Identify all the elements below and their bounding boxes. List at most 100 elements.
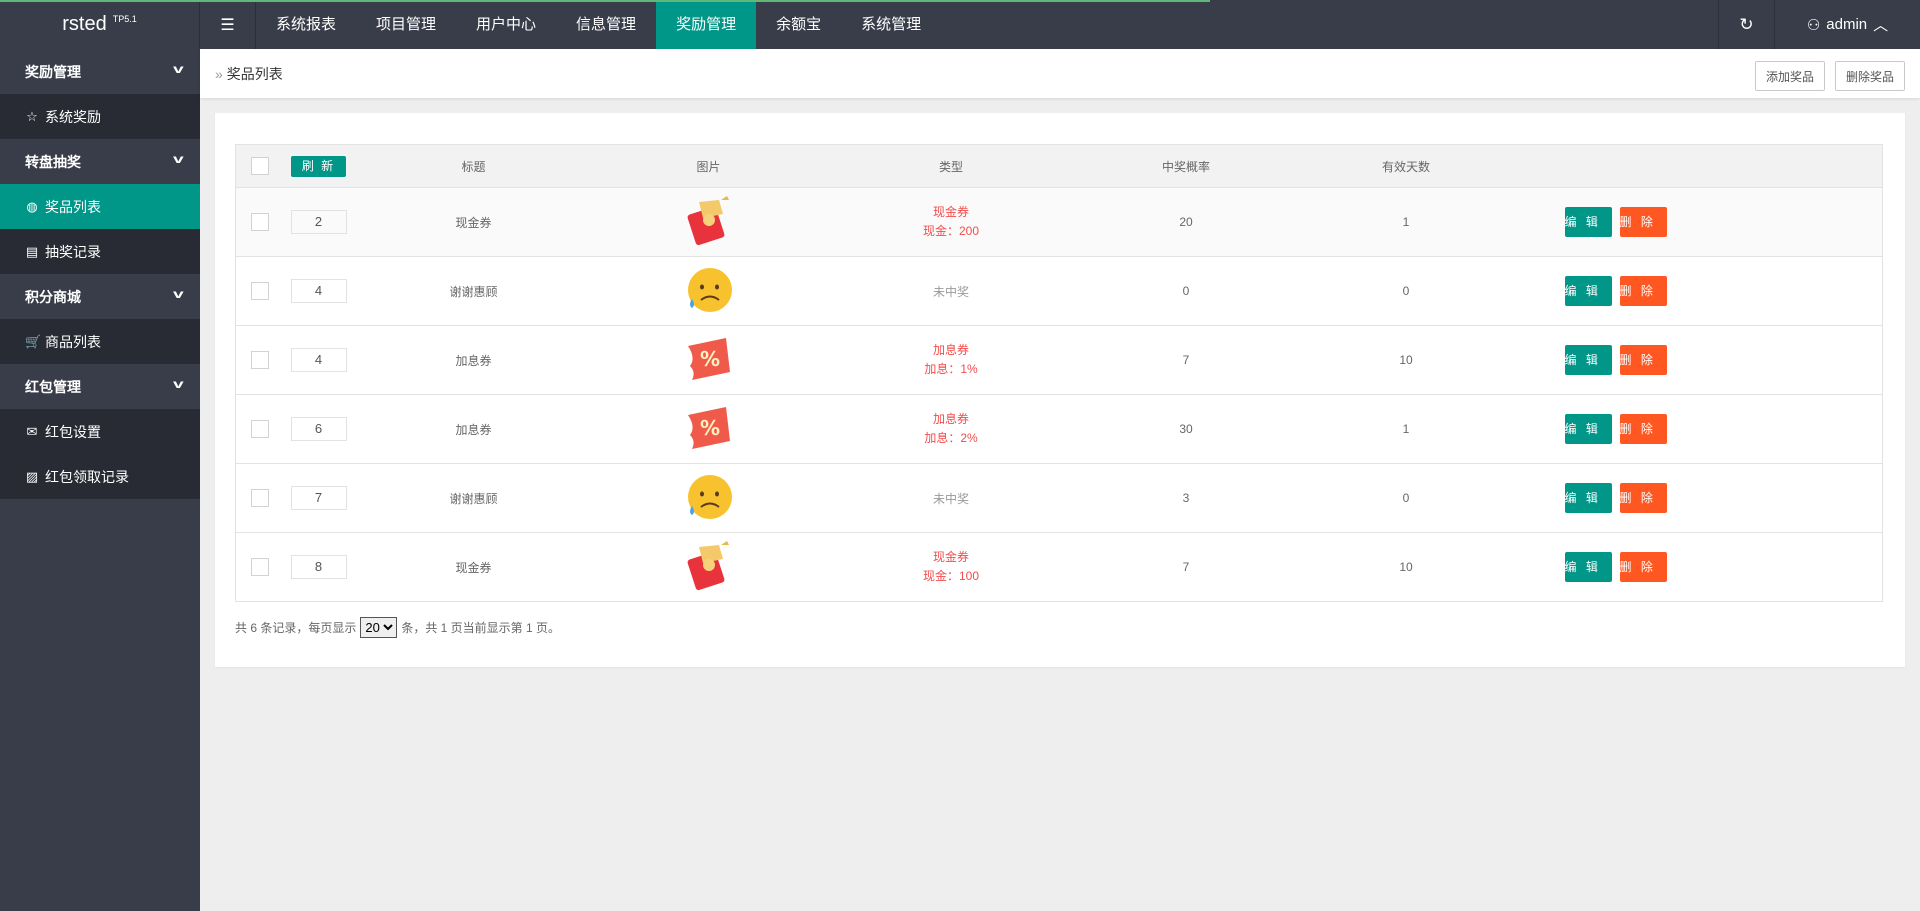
- prize-title: 加息券: [353, 394, 594, 464]
- type-detail: 加息：2%: [924, 431, 978, 445]
- nav-item[interactable]: 信息管理: [576, 16, 637, 33]
- red-envelope-icon: [685, 540, 733, 594]
- sidebar-item[interactable]: ☆ 系统奖励: [0, 94, 200, 139]
- row-checkbox[interactable]: [250, 558, 269, 576]
- delete-button[interactable]: 删 除: [1619, 414, 1667, 444]
- delete-button[interactable]: 删 除: [1619, 276, 1667, 306]
- valid-days: 10: [1293, 532, 1519, 602]
- sidebar-item-label: 奖品列表: [45, 198, 101, 215]
- sidebar-icon: ▨: [25, 468, 39, 484]
- chevron-down-icon: v: [173, 377, 185, 391]
- nav-item[interactable]: 用户中心: [476, 16, 537, 33]
- table-row: 4 谢谢惠顾 未中奖 0 0 编 辑删 除: [235, 256, 1883, 326]
- header-type: 类型: [823, 144, 1079, 188]
- user-menu[interactable]: ⚇ admin ︿: [1774, 0, 1920, 49]
- row-checkbox[interactable]: [250, 420, 269, 438]
- sad-face-icon: [684, 267, 734, 318]
- sidebar-item-label: 转盘抽奖: [25, 153, 81, 170]
- sidebar-item-label: 红包设置: [45, 423, 101, 440]
- prize-title: 谢谢惠顾: [353, 256, 594, 326]
- refresh-icon[interactable]: ↻: [1718, 0, 1774, 49]
- nav-item[interactable]: 系统报表: [276, 16, 337, 33]
- edit-button[interactable]: 编 辑: [1564, 207, 1612, 237]
- delete-prize-button[interactable]: 删除奖品: [1834, 61, 1905, 91]
- select-all-checkbox[interactable]: [250, 157, 269, 175]
- type-cell: 加息券 加息：1%: [823, 325, 1079, 395]
- sidebar-item[interactable]: ◍ 奖品列表: [0, 184, 200, 229]
- red-envelope-icon: [685, 195, 733, 249]
- delete-button[interactable]: 删 除: [1619, 483, 1667, 513]
- sidebar-item[interactable]: ✉ 红包设置: [0, 409, 200, 454]
- sidebar-toggle-icon[interactable]: ☰: [200, 0, 256, 49]
- edit-button[interactable]: 编 辑: [1564, 345, 1612, 375]
- win-rate: 30: [1078, 394, 1294, 464]
- chevron-up-icon: ︿: [1873, 17, 1889, 34]
- type-cell: 未中奖: [823, 256, 1079, 326]
- sidebar-item[interactable]: 奖励管理 v: [0, 49, 200, 94]
- type-detail: 加息：1%: [924, 362, 978, 376]
- win-rate: 20: [1078, 187, 1294, 257]
- percent-ticket-icon: %: [684, 337, 734, 387]
- sidebar: 奖励管理 v ☆ 系统奖励转盘抽奖 v ◍ 奖品列表 ▤ 抽奖记录 积分商城 v 🛒 商品列表红包管理 v…: [0, 49, 200, 911]
- logo: rsted TP5.1: [0, 0, 200, 49]
- type-label: 现金券: [932, 550, 969, 564]
- valid-days: 1: [1293, 394, 1519, 464]
- breadcrumb-arrow-icon: »: [215, 65, 223, 82]
- chevron-down-icon: v: [173, 62, 185, 76]
- row-checkbox[interactable]: [250, 282, 269, 300]
- sidebar-icon: ☆: [26, 108, 38, 124]
- svg-text:%: %: [699, 416, 719, 440]
- type-cell: 现金券 现金：200: [823, 187, 1079, 257]
- valid-days: 10: [1293, 325, 1519, 395]
- sort-input[interactable]: 7: [290, 486, 347, 510]
- edit-button[interactable]: 编 辑: [1564, 276, 1612, 306]
- edit-button[interactable]: 编 辑: [1564, 483, 1612, 513]
- pager-text-post: 条，共 1 页当前显示第 1 页。: [401, 621, 561, 635]
- row-checkbox[interactable]: [250, 213, 269, 231]
- win-rate: 7: [1078, 532, 1294, 602]
- table-row: 2 现金券 现金券 现金：200 20 1 编 辑删 除: [235, 187, 1883, 257]
- chevron-down-icon: v: [173, 152, 185, 166]
- sort-input[interactable]: 4: [290, 279, 347, 303]
- sort-input[interactable]: 8: [290, 555, 347, 579]
- sidebar-item-label: 红包管理: [25, 378, 81, 395]
- sidebar-item[interactable]: 🛒 商品列表: [0, 319, 200, 364]
- table-row: 6 加息券% 加息券 加息：2% 30 1 编 辑删 除: [235, 394, 1883, 464]
- top-nav: 系统报表 项目管理 用户中心 信息管理 奖励管理 余额宝 系统管理: [256, 0, 941, 49]
- header-days: 有效天数: [1293, 144, 1519, 188]
- refresh-button[interactable]: 刷 新: [290, 155, 347, 177]
- sidebar-item[interactable]: 红包管理 v: [0, 364, 200, 409]
- pagination: 共 6 条记录，每页显示 20 条，共 1 页当前显示第 1 页。: [235, 617, 560, 638]
- row-checkbox[interactable]: [250, 489, 269, 507]
- header-image: 图片: [593, 144, 824, 188]
- nav-item[interactable]: 系统管理: [861, 16, 922, 33]
- sort-input[interactable]: 4: [290, 348, 347, 372]
- page-size-select[interactable]: 20: [360, 617, 398, 638]
- prize-title: 加息券: [353, 325, 594, 395]
- add-prize-button[interactable]: 添加奖品: [1754, 61, 1825, 91]
- delete-button[interactable]: 删 除: [1619, 552, 1667, 582]
- edit-button[interactable]: 编 辑: [1564, 552, 1612, 582]
- sidebar-item[interactable]: ▤ 抽奖记录: [0, 229, 200, 274]
- type-label: 加息券: [932, 412, 969, 426]
- delete-button[interactable]: 删 除: [1619, 345, 1667, 375]
- sidebar-item[interactable]: 转盘抽奖 v: [0, 139, 200, 184]
- nav-item[interactable]: 奖励管理: [656, 0, 757, 49]
- nav-item[interactable]: 项目管理: [376, 16, 437, 33]
- type-cell: 未中奖: [823, 463, 1079, 533]
- sidebar-item[interactable]: 积分商城 v: [0, 274, 200, 319]
- sort-input[interactable]: 6: [290, 417, 347, 441]
- breadcrumb: » 奖品列表 添加奖品 删除奖品: [200, 49, 1920, 98]
- sidebar-item[interactable]: ▨ 红包领取记录: [0, 454, 200, 499]
- svg-text:%: %: [699, 347, 719, 371]
- nav-item[interactable]: 余额宝: [776, 16, 822, 33]
- edit-button[interactable]: 编 辑: [1564, 414, 1612, 444]
- sidebar-item-label: 系统奖励: [45, 108, 101, 125]
- delete-button[interactable]: 删 除: [1619, 207, 1667, 237]
- sort-input[interactable]: 2: [290, 210, 347, 234]
- row-checkbox[interactable]: [250, 351, 269, 369]
- table-row: 7 谢谢惠顾 未中奖 3 0 编 辑删 除: [235, 463, 1883, 533]
- sidebar-icon: ◍: [26, 198, 38, 214]
- header-title: 标题: [353, 144, 594, 188]
- pager-text-pre: 共 6 条记录，每页显示: [235, 621, 357, 635]
